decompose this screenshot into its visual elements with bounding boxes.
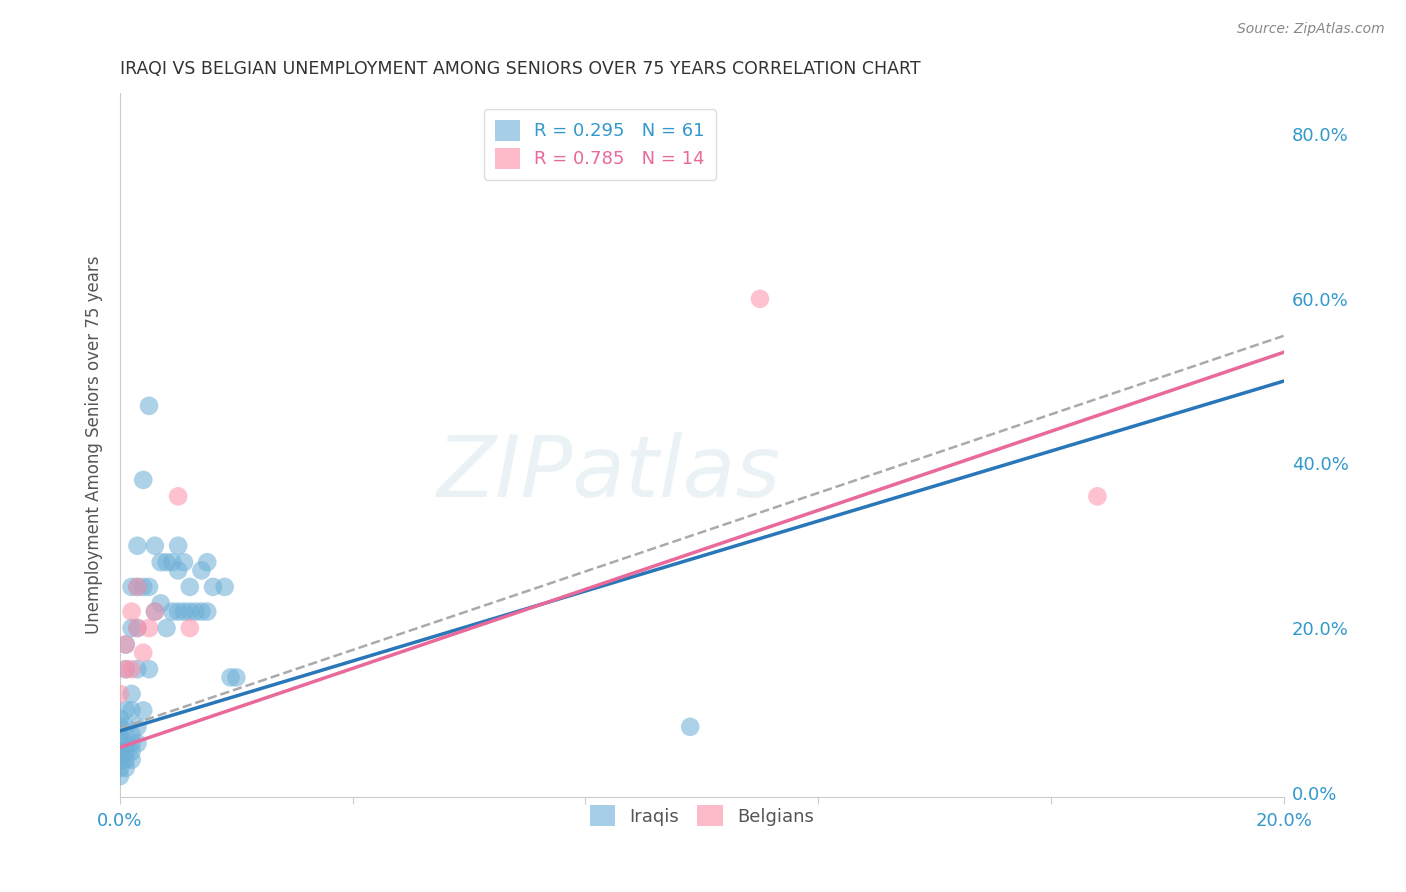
Point — [121, 687, 143, 701]
Point — [132, 703, 155, 717]
Point — [190, 605, 212, 619]
Point — [143, 539, 166, 553]
Y-axis label: Unemployment Among Seniors over 75 years: Unemployment Among Seniors over 75 years — [86, 256, 103, 634]
Point — [127, 736, 149, 750]
Point — [132, 646, 155, 660]
Point — [121, 753, 143, 767]
Point — [184, 605, 207, 619]
Point — [179, 580, 201, 594]
Point — [114, 745, 136, 759]
Point — [108, 753, 131, 767]
Point — [138, 621, 160, 635]
Text: IRAQI VS BELGIAN UNEMPLOYMENT AMONG SENIORS OVER 75 YEARS CORRELATION CHART: IRAQI VS BELGIAN UNEMPLOYMENT AMONG SENI… — [120, 60, 921, 78]
Point — [202, 580, 225, 594]
Point — [121, 736, 143, 750]
Point — [127, 720, 149, 734]
Point — [162, 555, 184, 569]
Point — [179, 621, 201, 635]
Point — [195, 605, 218, 619]
Point — [132, 580, 155, 594]
Point — [108, 687, 131, 701]
Point — [167, 539, 190, 553]
Point — [127, 621, 149, 635]
Point — [162, 605, 184, 619]
Point — [1087, 489, 1109, 503]
Point — [121, 621, 143, 635]
Point — [114, 703, 136, 717]
Point — [114, 761, 136, 775]
Point — [155, 555, 177, 569]
Point — [108, 745, 131, 759]
Point — [167, 564, 190, 578]
Point — [149, 555, 172, 569]
Point — [138, 580, 160, 594]
Point — [114, 662, 136, 676]
Point — [114, 753, 136, 767]
Point — [167, 605, 190, 619]
Point — [108, 728, 131, 742]
Point — [143, 605, 166, 619]
Point — [167, 489, 190, 503]
Text: Source: ZipAtlas.com: Source: ZipAtlas.com — [1237, 22, 1385, 37]
Point — [121, 728, 143, 742]
Point — [132, 473, 155, 487]
Point — [155, 621, 177, 635]
Point — [114, 736, 136, 750]
Point — [108, 769, 131, 783]
Point — [108, 720, 131, 734]
Point — [114, 720, 136, 734]
Point — [214, 580, 236, 594]
Point — [121, 745, 143, 759]
Legend: Iraqis, Belgians: Iraqis, Belgians — [582, 798, 821, 833]
Point — [127, 580, 149, 594]
Point — [219, 670, 242, 684]
Point — [121, 703, 143, 717]
Point — [149, 596, 172, 610]
Point — [127, 662, 149, 676]
Point — [173, 555, 195, 569]
Point — [114, 638, 136, 652]
Point — [127, 580, 149, 594]
Point — [114, 662, 136, 676]
Point — [108, 736, 131, 750]
Point — [108, 712, 131, 726]
Point — [127, 621, 149, 635]
Point — [143, 605, 166, 619]
Point — [138, 399, 160, 413]
Point — [121, 605, 143, 619]
Point — [179, 605, 201, 619]
Point — [190, 564, 212, 578]
Point — [121, 662, 143, 676]
Point — [121, 580, 143, 594]
Point — [679, 720, 702, 734]
Point — [114, 638, 136, 652]
Point — [127, 539, 149, 553]
Point — [749, 292, 772, 306]
Point — [195, 555, 218, 569]
Point — [173, 605, 195, 619]
Text: ZIPatlas: ZIPatlas — [437, 432, 780, 515]
Point — [138, 662, 160, 676]
Point — [225, 670, 247, 684]
Point — [108, 761, 131, 775]
